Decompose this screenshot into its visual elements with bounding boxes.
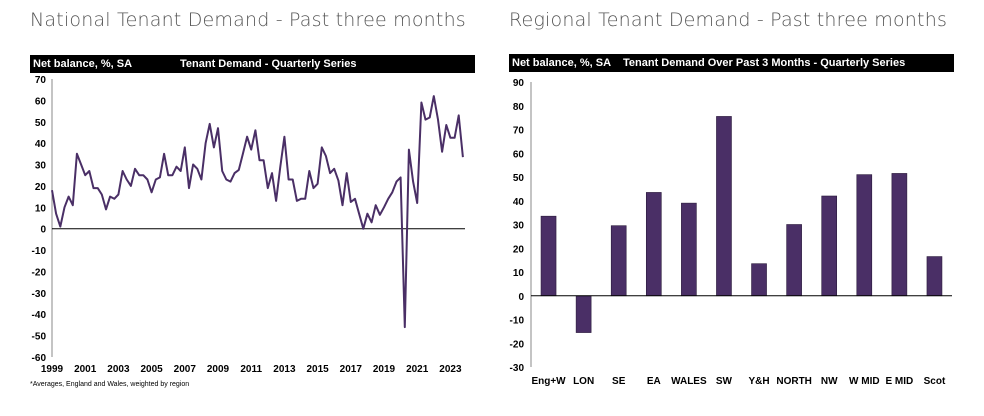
bar-sw: [716, 116, 732, 297]
category-label: Y&H: [748, 376, 769, 387]
bar-y-h: [751, 263, 767, 297]
y-tick-label: 10: [35, 203, 47, 214]
y-tick-label: 30: [513, 221, 525, 232]
x-tick-label: 2005: [140, 364, 163, 375]
bar-se: [610, 225, 627, 297]
y-tick-label: 20: [35, 182, 47, 193]
x-tick-label: 2001: [74, 364, 97, 375]
y-tick-label: -30: [510, 363, 525, 374]
bar-eng-w: [540, 215, 557, 297]
bar-ea: [645, 192, 662, 297]
tenant-demand-line: [51, 95, 464, 329]
y-tick-label: 80: [513, 102, 525, 113]
category-label: SE: [612, 376, 626, 387]
y-tick-label: -20: [510, 339, 525, 350]
regional-chart-title: Regional Tenant Demand - Past three mont…: [509, 9, 948, 31]
x-tick-label: 2003: [107, 364, 130, 375]
regional-ylabel: Net balance, %, SA: [512, 57, 612, 69]
bar-lon: [575, 295, 592, 333]
category-label: W MID: [849, 376, 880, 387]
category-label: NORTH: [776, 376, 812, 387]
bar-north: [786, 224, 802, 297]
x-tick-label: 2015: [306, 364, 329, 375]
x-tick-label: 2009: [207, 364, 230, 375]
y-tick-label: 40: [35, 139, 47, 150]
y-tick-label: 20: [513, 244, 525, 255]
footnote: *Averages, England and Wales, weighted b…: [30, 381, 190, 388]
category-label: WALES: [671, 376, 707, 387]
category-label: SW: [716, 376, 733, 387]
x-tick-label: 2019: [373, 364, 396, 375]
national-chart-title: National Tenant Demand - Past three mont…: [30, 9, 466, 31]
y-tick-label: -10: [32, 246, 47, 257]
y-tick-label: 70: [513, 126, 525, 137]
x-tick-label: 1999: [41, 364, 64, 375]
category-label: EA: [647, 376, 661, 387]
y-tick-label: 90: [513, 78, 525, 89]
x-tick-label: 2007: [174, 364, 197, 375]
x-tick-label: 2011: [240, 364, 262, 375]
national-series-title: Tenant Demand - Quarterly Series: [180, 58, 357, 70]
y-tick-label: -60: [32, 353, 47, 364]
y-tick-label: -50: [32, 332, 47, 343]
y-tick-label: 30: [35, 161, 47, 172]
category-label: Scot: [924, 376, 946, 387]
y-tick-label: 60: [513, 149, 525, 160]
y-tick-label: -30: [32, 289, 47, 300]
y-tick-label: -10: [510, 316, 525, 327]
y-tick-label: 70: [35, 75, 47, 86]
national-chart-header: Net balance, %, SA Tenant Demand - Quart…: [30, 55, 475, 73]
y-tick-label: 50: [513, 173, 525, 184]
y-tick-label: 40: [513, 197, 525, 208]
bar-e-mid: [891, 173, 908, 297]
bar-w-mid: [856, 174, 873, 297]
y-tick-label: 50: [35, 118, 47, 129]
x-tick-label: 2023: [439, 364, 462, 375]
category-label: E MID: [885, 376, 913, 387]
bar-wales: [681, 202, 697, 297]
category-label: NW: [821, 376, 838, 387]
x-tick-label: 2021: [406, 364, 429, 375]
x-tick-label: 2013: [273, 364, 296, 375]
category-label: LON: [573, 376, 594, 387]
y-tick-label: 60: [35, 96, 47, 107]
y-tick-label: 10: [513, 268, 525, 279]
y-tick-label: 0: [518, 292, 524, 303]
category-label: Eng+W: [531, 376, 566, 387]
national-ylabel: Net balance, %, SA: [33, 58, 133, 70]
x-tick-label: 2017: [340, 364, 363, 375]
regional-series-title: Tenant Demand Over Past 3 Months - Quart…: [623, 57, 906, 69]
y-tick-label: -40: [32, 310, 47, 321]
regional-chart-header: Net balance, %, SA Tenant Demand Over Pa…: [509, 54, 954, 72]
bar-nw: [821, 195, 838, 297]
bar-scot: [926, 256, 943, 297]
y-tick-label: 0: [40, 225, 46, 236]
y-tick-label: -20: [32, 267, 47, 278]
